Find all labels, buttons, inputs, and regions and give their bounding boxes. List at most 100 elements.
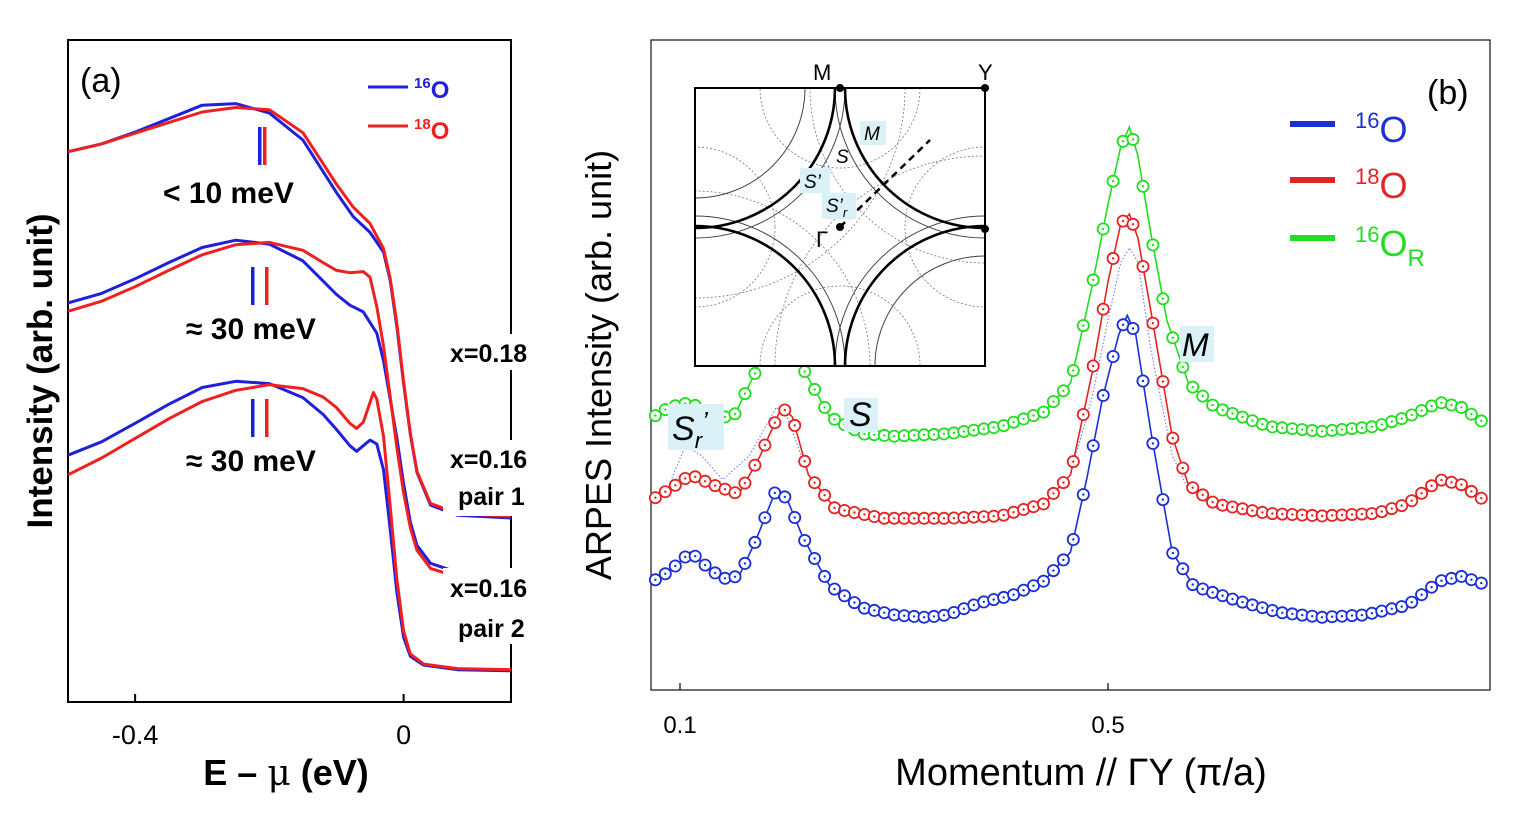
panel-b-curves — [648, 124, 1488, 624]
panel-b-16OR-marker — [1236, 410, 1250, 424]
panel-b-16OR-marker — [798, 364, 812, 378]
panel-b-16O-marker — [967, 598, 981, 612]
legend-b-16or-mass: 16 — [1355, 222, 1379, 247]
panel-b-frame — [650, 39, 1491, 691]
panel-b-16O-marker — [1474, 576, 1488, 590]
panel-b-16O-marker — [758, 511, 772, 525]
panel-b-16OR-marker — [1146, 238, 1160, 252]
shadow-contours — [695, 88, 985, 366]
panel-a-xlabel-mu: μ — [267, 753, 290, 794]
panel-b-16OR-marker — [808, 382, 822, 396]
panel-b-16OR-marker — [1405, 408, 1419, 422]
shift-marker-2-blue — [251, 267, 255, 305]
peak-label-sr-main: S — [672, 410, 695, 448]
panel-b-18O-marker — [1405, 494, 1419, 508]
panel-b-16O-marker — [1176, 562, 1190, 576]
sample-label-2-line2: pair 1 — [458, 483, 525, 511]
panel-b-18O-marker — [778, 403, 792, 417]
panel-b-16O-marker — [1464, 573, 1478, 587]
panel-b-18O-marker — [1056, 476, 1070, 490]
legend-b-16or-sub: R — [1408, 245, 1425, 272]
panel-b-18O-marker — [1156, 375, 1170, 389]
point-right-edge — [981, 225, 989, 233]
panel-b-16O-marker — [658, 567, 672, 581]
panel-b-16O-marker — [828, 582, 842, 596]
panel-b-16O-marker — [1265, 604, 1279, 618]
point-m — [836, 84, 844, 92]
panel-b-18O-marker — [1176, 461, 1190, 475]
panel-b-16O-marker — [738, 556, 752, 570]
panel-b-16O-marker — [1315, 610, 1329, 624]
panel-b-18O-marker — [1076, 407, 1090, 421]
panel-b-16OR-marker — [1435, 396, 1449, 410]
panel-b-18O-marker — [1206, 495, 1220, 509]
panel-b-16OR-marker — [1116, 134, 1130, 148]
panel-b-16OR-marker — [1355, 421, 1369, 435]
panel-b-16O-marker — [1146, 436, 1160, 450]
panel-a-frame — [67, 39, 512, 703]
panel-b-16O-marker — [1037, 574, 1051, 588]
panel-b-16OR-marker — [828, 412, 842, 426]
panel-b-16OR-marker — [1136, 179, 1150, 193]
panel-b-16OR-marker — [1166, 331, 1180, 345]
panel-a-xtick-label-2: 0 — [396, 720, 411, 750]
panel-b-16OR-marker — [1096, 222, 1110, 236]
panel-b-16OR-marker — [1156, 292, 1170, 306]
panel-b-18O-marker — [1454, 478, 1468, 492]
panel-a-ticks: -0.4 0 — [112, 694, 411, 750]
panel-b-18O-marker — [1216, 498, 1230, 512]
panel-b: 0.1 0.5 (b) 16O 18O 16OR Sr’ S M ARPES In… — [578, 39, 1491, 794]
peak-label-s-bg — [844, 398, 878, 432]
panel-b-16OR-marker — [1037, 405, 1051, 419]
shift-marker-3-red — [265, 399, 269, 437]
panel-b-18O-marker — [1096, 302, 1110, 316]
panel-b-16OR-marker — [1196, 389, 1210, 403]
inset-label-sr-sub: r — [843, 205, 848, 220]
panel-b-18O-marker — [818, 488, 832, 502]
sample-labels: x=0.18 x=0.16 pair 1 x=0.16 pair 2 — [443, 334, 527, 644]
panel-b-16O-marker — [1076, 488, 1090, 502]
point-y — [981, 84, 989, 92]
panel-b-16O-marker — [1136, 374, 1150, 388]
panel-b-18O-marker — [1464, 484, 1478, 498]
peak-label-m: M — [1182, 327, 1209, 363]
panel-b-18O-marker — [1325, 508, 1339, 522]
inset-label-s: S — [836, 147, 849, 168]
inset-label-m: M — [864, 124, 880, 145]
panel-b-16O-marker — [818, 569, 832, 583]
panel-b-16O-marker — [847, 596, 861, 610]
cut-line — [839, 139, 931, 228]
panel-b-16OR-marker — [648, 409, 662, 423]
inset-label-sr-bg — [822, 193, 856, 219]
panel-b-18O-marker — [1425, 479, 1439, 493]
panel-b-18O-marker — [1046, 486, 1060, 500]
shift-marker-3-blue — [251, 399, 255, 437]
legend-a-18o-element: O — [431, 118, 450, 145]
sample-label-1: x=0.18 — [450, 340, 527, 368]
panel-a-ylabel: Intensity (arb. unit) — [21, 214, 60, 529]
sample-label-2-line1: x=0.16 — [450, 446, 527, 474]
panel-b-18O-marker — [1126, 217, 1140, 231]
shift-label-2: ≈ 30 meV — [186, 313, 316, 346]
inset-label-m-corner: M — [813, 60, 831, 85]
legend-b-18o-mass: 18 — [1355, 164, 1379, 189]
panel-b-18O-marker — [877, 511, 891, 525]
panel-b-16O-marker — [1425, 580, 1439, 594]
legend-b-16o-mass: 16 — [1355, 108, 1379, 133]
panel-b-16OR-marker — [1425, 399, 1439, 413]
panel-b-18O-marker — [648, 491, 662, 505]
panel-b-18O-marker — [1166, 431, 1180, 445]
panel-b-16O-marker — [728, 570, 742, 584]
panel-a-curves — [67, 102, 512, 673]
brillouin-zone-inset: M Y Γ M S S’ S’r — [694, 60, 993, 367]
legend-a-16o: 16O — [414, 75, 449, 104]
sample-label-3-line2: pair 2 — [458, 615, 525, 643]
peak-label-m-bg — [1180, 326, 1214, 362]
panel-b-18O-marker — [1106, 251, 1120, 265]
panel-b-18O-marker — [997, 508, 1011, 522]
sample-label-3-line1: x=0.16 — [450, 575, 527, 603]
peak-label-sr: Sr’ — [672, 406, 709, 453]
panel-b-16O-marker — [798, 534, 812, 548]
panel-b-16O-marker — [1166, 546, 1180, 560]
